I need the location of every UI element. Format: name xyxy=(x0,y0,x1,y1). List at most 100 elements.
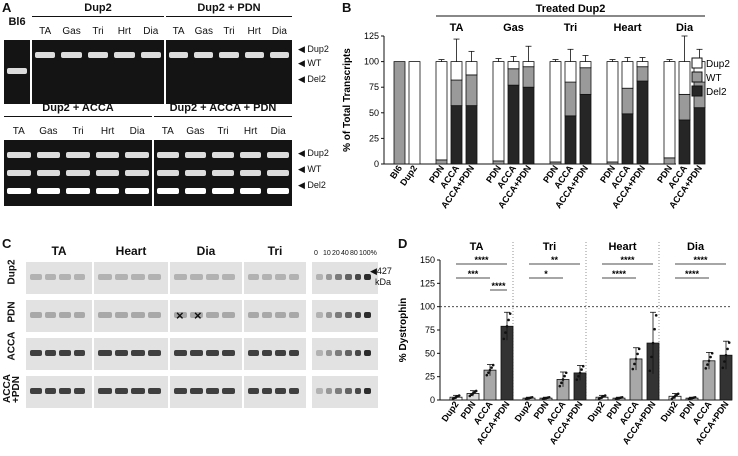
d-data-point xyxy=(474,389,478,393)
panel-c-westerns: TA Heart Dia Tri 0 10 20 40 80 100% Dup2 PDN ACCA ACC… xyxy=(0,232,392,456)
b-group-label: Heart xyxy=(613,22,641,34)
c-band xyxy=(44,388,56,394)
d-data-point xyxy=(724,353,728,357)
b-y-tick-label: 25 xyxy=(369,133,379,143)
d-significance-label: **** xyxy=(693,255,708,265)
c-band xyxy=(345,350,352,356)
c-band xyxy=(248,274,259,280)
gel-band xyxy=(7,188,31,194)
c-blot xyxy=(312,300,378,332)
lane-label: Gas xyxy=(39,126,58,137)
gel-band xyxy=(239,170,262,176)
b-group-label: Dia xyxy=(676,22,694,34)
c-band xyxy=(73,350,85,356)
c-band xyxy=(335,312,342,318)
d-x-tick-label: Dup2 xyxy=(586,399,607,423)
d-significance-label: **** xyxy=(685,269,700,279)
d-y-tick-label: 125 xyxy=(420,278,435,288)
c-size-label: ◀427 xyxy=(370,266,392,276)
d-y-axis-label: % Dystrophin xyxy=(398,298,409,362)
c-band xyxy=(364,388,371,394)
c-band xyxy=(316,350,323,356)
c-band xyxy=(261,388,272,394)
marker-label: ◀ WT xyxy=(298,164,322,174)
c-band xyxy=(275,312,286,318)
d-significance-label: * xyxy=(544,269,548,279)
gel-band xyxy=(125,170,149,176)
gel-band xyxy=(35,52,56,58)
c-row-label: PDN xyxy=(6,301,18,323)
c-blot xyxy=(26,262,92,294)
d-data-point xyxy=(575,378,579,381)
c-standard-label: 10 xyxy=(323,250,331,257)
gel-band xyxy=(239,188,262,194)
d-data-point xyxy=(558,384,562,388)
b-x-tick-label: Dup2 xyxy=(398,163,419,187)
c-band xyxy=(206,388,219,394)
gel-band xyxy=(95,188,120,194)
c-band xyxy=(59,274,71,280)
c-band xyxy=(364,274,371,280)
d-data-point xyxy=(603,394,607,397)
c-band xyxy=(345,312,352,318)
b-bar-segment xyxy=(522,61,535,68)
c-cross-mark: × xyxy=(194,308,202,323)
c-band xyxy=(335,350,342,356)
lane-label: Hrt xyxy=(243,126,258,137)
d-data-point xyxy=(505,324,509,328)
gel-title-rule xyxy=(32,16,164,17)
d-data-point xyxy=(706,363,709,366)
c-band xyxy=(147,388,161,394)
lane-label: TA xyxy=(39,26,52,37)
b-bar-segment xyxy=(663,61,676,159)
b-bar-segment xyxy=(522,86,535,165)
c-muscle-label: Tri xyxy=(267,244,283,258)
lane-label: Hrt xyxy=(100,126,115,137)
d-data-point xyxy=(563,374,566,378)
c-band xyxy=(288,388,299,394)
c-band xyxy=(261,312,272,318)
c-blot xyxy=(26,338,92,370)
gel-band xyxy=(95,152,120,158)
gel-band xyxy=(7,170,31,176)
gel-band xyxy=(7,152,31,158)
b-y-tick-label: 0 xyxy=(374,159,379,169)
b-bar-segment xyxy=(579,93,592,165)
c-band xyxy=(288,274,299,280)
b-bar-segment xyxy=(435,61,448,161)
b-group-label: Tri xyxy=(564,22,577,34)
c-band xyxy=(30,312,42,318)
c-band xyxy=(275,388,286,394)
d-data-point xyxy=(577,374,580,378)
b-y-tick-label: 100 xyxy=(364,57,379,67)
b-bar-segment xyxy=(621,87,634,115)
c-band xyxy=(73,312,85,318)
c-blot xyxy=(244,300,306,332)
c-band xyxy=(98,274,112,280)
c-standard-label: 80 xyxy=(350,250,358,257)
b-bar-segment xyxy=(549,61,562,163)
b-legend-swatch xyxy=(691,57,703,69)
c-band xyxy=(354,312,362,318)
c-band xyxy=(30,388,42,394)
b-bar-segment xyxy=(450,79,463,107)
gel-band xyxy=(157,188,179,194)
c-blot xyxy=(170,262,242,294)
d-data-point xyxy=(648,369,652,373)
d-data-point xyxy=(488,368,492,372)
c-band xyxy=(316,388,323,394)
c-band xyxy=(222,274,235,280)
gel-title: Dup2 xyxy=(84,2,112,14)
lane-label: Dia xyxy=(271,26,287,37)
c-band xyxy=(147,350,161,356)
panel-a-gels: Bl6 Dup2 TA Gas Tri Hrt Dia Dup2 + PDN TA Gas Tri H… xyxy=(0,0,330,228)
c-standard-label: 0 xyxy=(314,250,318,257)
lane-label: Hrt xyxy=(117,26,132,37)
gel-band xyxy=(66,188,90,194)
d-data-point xyxy=(502,337,506,341)
d-data-point xyxy=(707,359,711,363)
d-data-point xyxy=(723,360,726,363)
c-band xyxy=(59,388,71,394)
gel-title-rule xyxy=(4,116,152,117)
